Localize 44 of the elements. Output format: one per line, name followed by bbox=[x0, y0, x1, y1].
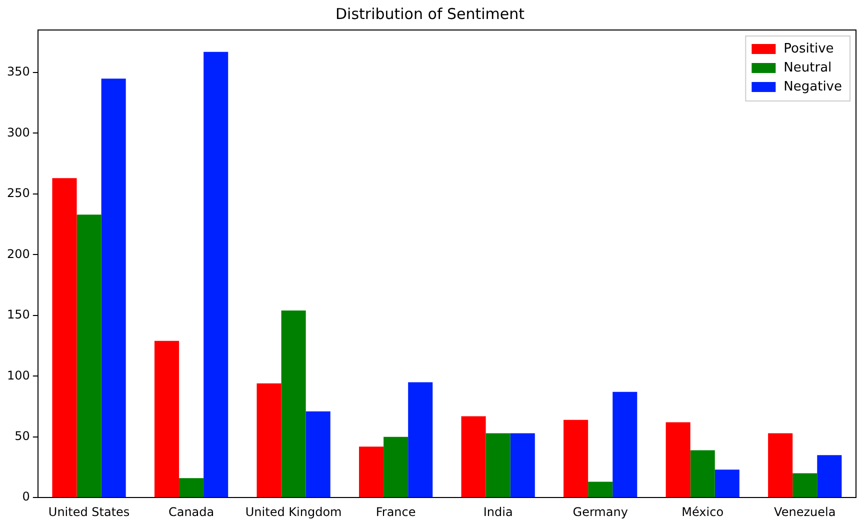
y-tick-label: 100 bbox=[7, 368, 30, 382]
bar bbox=[588, 482, 613, 498]
bar bbox=[768, 433, 793, 498]
bar bbox=[461, 416, 486, 498]
bar bbox=[564, 420, 588, 498]
bar bbox=[52, 178, 77, 498]
x-tick-label: France bbox=[376, 504, 416, 519]
y-tick-label: 50 bbox=[14, 429, 30, 443]
y-tick-label: 350 bbox=[7, 64, 30, 79]
x-tick-label: México bbox=[682, 504, 724, 519]
bar bbox=[281, 310, 306, 498]
x-tick-label: India bbox=[483, 504, 513, 519]
x-tick-label: United Kingdom bbox=[245, 504, 342, 519]
bar bbox=[306, 411, 330, 498]
legend-label: Neutral bbox=[784, 60, 832, 76]
bar bbox=[817, 455, 842, 498]
x-tick-label: United States bbox=[48, 504, 130, 519]
y-tick-label: 300 bbox=[7, 125, 30, 140]
bar bbox=[154, 340, 180, 498]
legend-label: Negative bbox=[784, 79, 842, 94]
bar bbox=[666, 422, 690, 498]
bar bbox=[256, 383, 282, 498]
bar bbox=[714, 470, 740, 498]
x-tick-label: Canada bbox=[168, 504, 214, 519]
bar bbox=[179, 478, 204, 498]
bar bbox=[204, 52, 228, 498]
bar bbox=[359, 446, 384, 498]
y-tick-label: 150 bbox=[7, 308, 30, 322]
bar bbox=[510, 433, 535, 498]
bar bbox=[792, 473, 818, 498]
chart-title: Distribution of Sentiment bbox=[335, 4, 525, 23]
bar bbox=[690, 450, 715, 498]
x-tick-label: Germany bbox=[572, 504, 628, 519]
bar bbox=[612, 392, 638, 498]
y-tick-label: 0 bbox=[22, 490, 30, 504]
y-tick-label: 200 bbox=[7, 246, 30, 261]
x-tick-label: Venezuela bbox=[774, 504, 836, 519]
bar bbox=[486, 433, 510, 498]
bar bbox=[384, 436, 408, 498]
bar bbox=[76, 214, 102, 498]
legend-label: Positive bbox=[784, 41, 834, 56]
bar bbox=[101, 78, 126, 498]
bar bbox=[408, 382, 433, 498]
y-tick-label: 250 bbox=[7, 186, 30, 200]
